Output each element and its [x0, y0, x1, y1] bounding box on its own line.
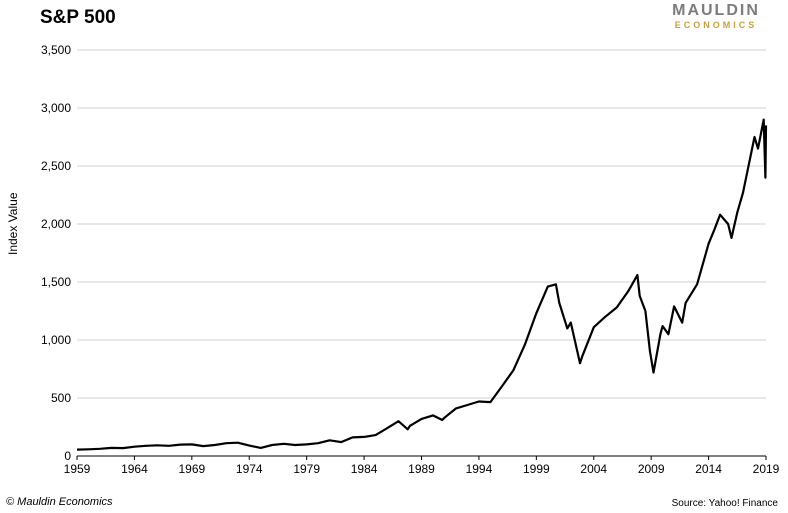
- y-tick-label: 1,000: [41, 333, 71, 347]
- x-tick-label: 1959: [64, 462, 91, 476]
- x-tick-label: 1979: [293, 462, 320, 476]
- y-tick-label: 0: [64, 449, 71, 463]
- chart-title: S&P 500: [40, 7, 116, 28]
- y-tick-label: 2,000: [41, 217, 71, 231]
- x-tick-label: 1974: [236, 462, 263, 476]
- x-tick-label: 2009: [638, 462, 665, 476]
- x-tick-label: 1999: [523, 462, 550, 476]
- y-axis-label: Index Value: [6, 192, 20, 256]
- x-tick-label: 2019: [753, 462, 780, 476]
- y-tick-label: 500: [51, 391, 71, 405]
- x-tick-label: 1969: [178, 462, 205, 476]
- x-tick-label: 1964: [121, 462, 148, 476]
- copyright-note: © Mauldin Economics: [6, 496, 113, 508]
- logo-wordmark: MAULDIN: [672, 2, 760, 19]
- y-tick-label: 3,000: [41, 101, 71, 115]
- y-tick-label: 3,500: [41, 43, 71, 57]
- y-tick-label: 2,500: [41, 159, 71, 173]
- x-tick-label: 2014: [695, 462, 722, 476]
- y-tick-label: 1,500: [41, 275, 71, 289]
- x-tick-label: 1984: [351, 462, 378, 476]
- x-tick-label: 2004: [580, 462, 607, 476]
- mauldin-economics-logo: MAULDIN ECONOMICS: [650, 2, 782, 30]
- source-note: Source: Yahoo! Finance: [671, 498, 778, 509]
- logo-subtitle: ECONOMICS: [674, 20, 758, 30]
- x-tick-label: 1989: [408, 462, 435, 476]
- x-tick-label: 1994: [466, 462, 493, 476]
- sp500-series-line: [76, 118, 768, 451]
